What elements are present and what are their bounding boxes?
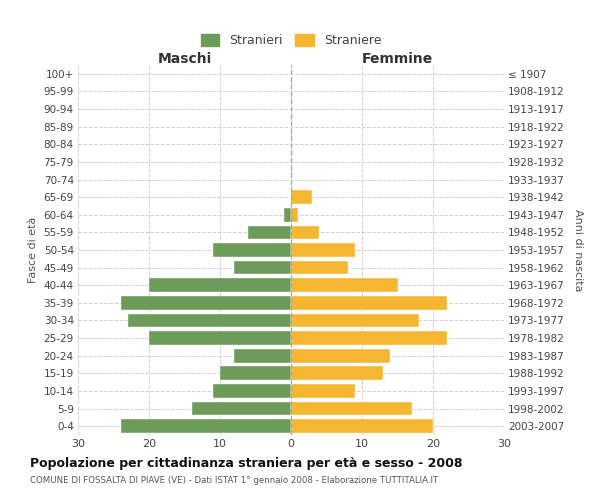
Bar <box>291 190 313 204</box>
Bar <box>149 331 291 345</box>
Bar <box>291 314 419 328</box>
Text: Femmine: Femmine <box>362 52 433 66</box>
Bar <box>291 384 355 398</box>
Bar <box>291 278 398 292</box>
Text: Maschi: Maschi <box>157 52 212 66</box>
Bar <box>248 226 291 239</box>
Y-axis label: Fasce di età: Fasce di età <box>28 217 38 283</box>
Bar <box>291 208 298 222</box>
Bar <box>291 366 383 380</box>
Bar <box>291 243 355 257</box>
Bar <box>149 278 291 292</box>
Bar <box>191 402 291 415</box>
Bar <box>291 260 348 274</box>
Bar <box>291 226 319 239</box>
Bar <box>291 349 391 362</box>
Bar <box>234 260 291 274</box>
Bar <box>220 366 291 380</box>
Legend: Stranieri, Straniere: Stranieri, Straniere <box>197 30 385 51</box>
Bar <box>213 243 291 257</box>
Bar <box>213 384 291 398</box>
Bar <box>291 331 447 345</box>
Bar <box>284 208 291 222</box>
Bar <box>291 296 447 310</box>
Text: COMUNE DI FOSSALTA DI PIAVE (VE) - Dati ISTAT 1° gennaio 2008 - Elaborazione TUT: COMUNE DI FOSSALTA DI PIAVE (VE) - Dati … <box>30 476 438 485</box>
Bar <box>121 420 291 433</box>
Bar <box>121 296 291 310</box>
Bar <box>291 420 433 433</box>
Text: Popolazione per cittadinanza straniera per età e sesso - 2008: Popolazione per cittadinanza straniera p… <box>30 458 463 470</box>
Y-axis label: Anni di nascita: Anni di nascita <box>573 209 583 291</box>
Bar <box>234 349 291 362</box>
Bar <box>128 314 291 328</box>
Bar <box>291 402 412 415</box>
